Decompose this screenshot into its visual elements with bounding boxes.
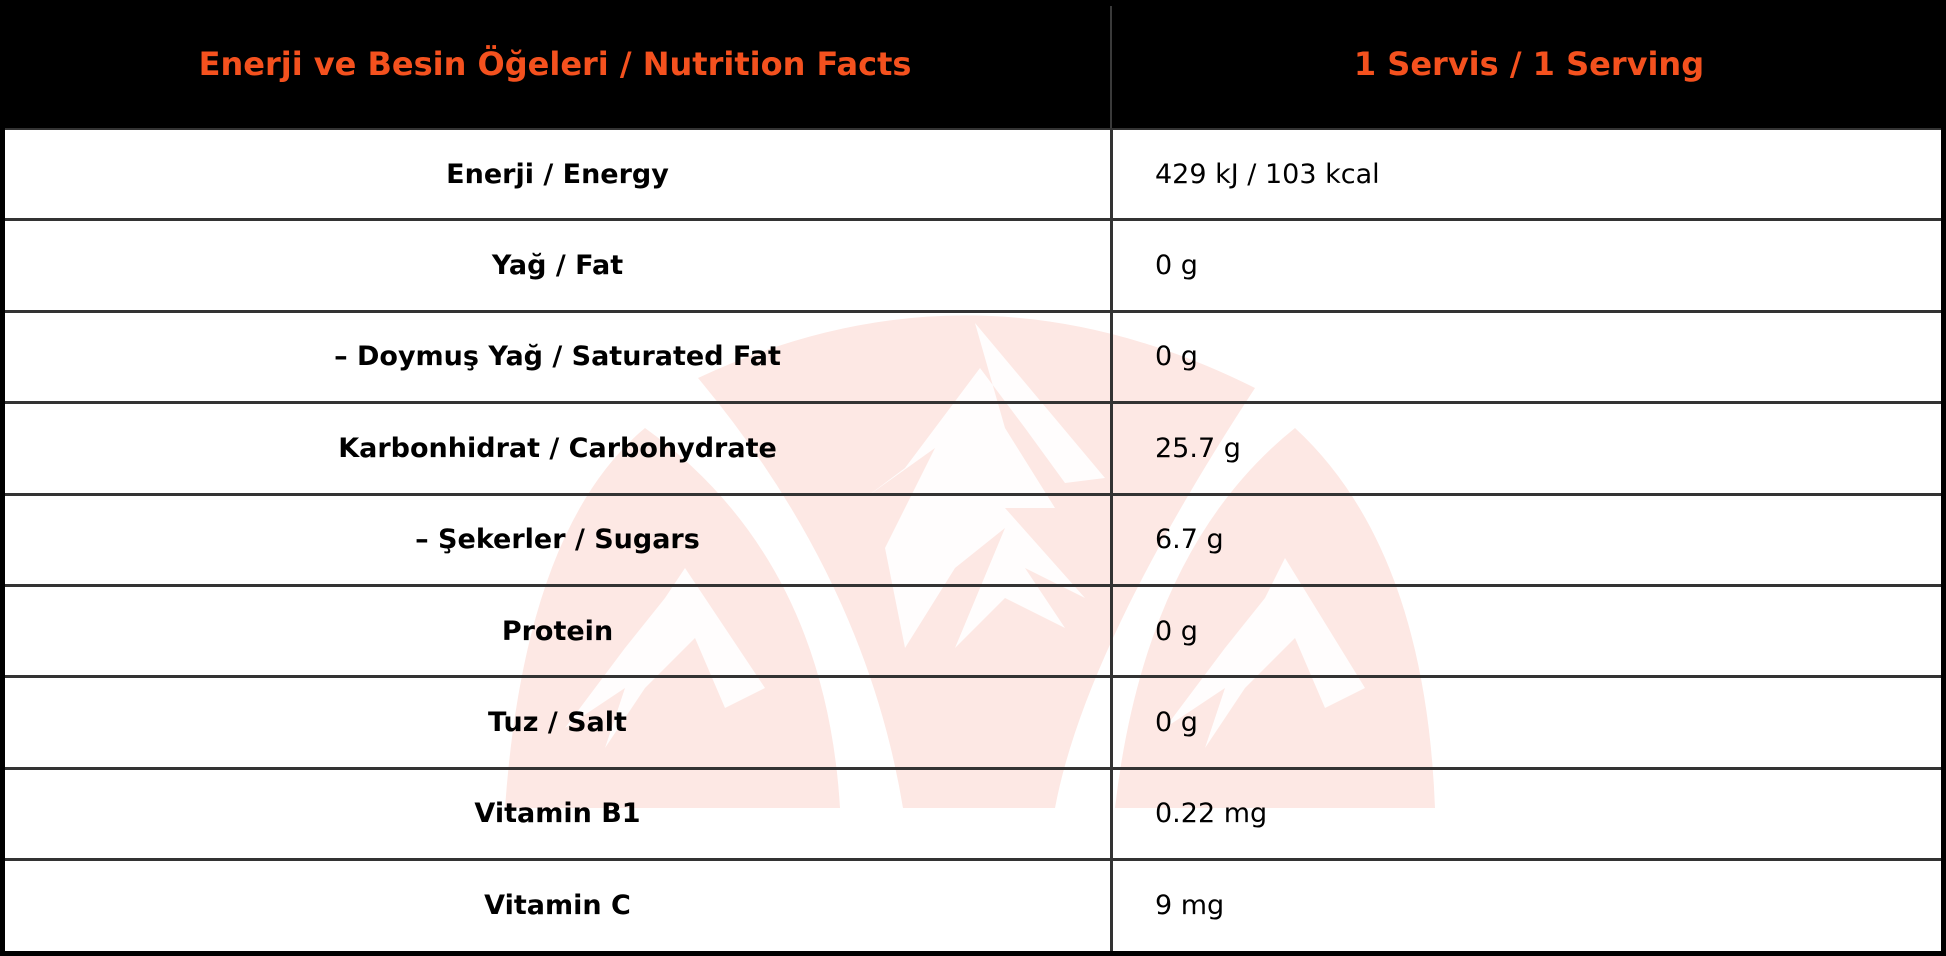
nutrient-label: Karbonhidrat / Carbohydrate: [338, 432, 777, 464]
nutrient-value: 0 g: [1155, 707, 1198, 739]
nutrient-label: – Doymuş Yağ / Saturated Fat: [334, 341, 781, 373]
table-header: Enerji ve Besin Öğeleri / Nutrition Fact…: [0, 0, 1946, 128]
nutrient-value: 0 g: [1155, 250, 1198, 282]
nutrient-label: Vitamin C: [484, 889, 631, 921]
nutrient-label: Protein: [501, 615, 614, 647]
table-row: – Şekerler / Sugars 6.7 g: [5, 492, 1941, 584]
table-row: Enerji / Energy 429 kJ / 103 kcal: [5, 128, 1941, 218]
table-row: Karbonhidrat / Carbohydrate 25.7 g: [5, 401, 1941, 492]
table-row: – Doymuş Yağ / Saturated Fat 0 g: [5, 309, 1941, 401]
nutrient-label: – Şekerler / Sugars: [415, 524, 700, 556]
nutrient-label: Yağ / Fat: [491, 250, 624, 282]
nutrient-value: 0.22 mg: [1155, 798, 1268, 830]
table-row: Tuz / Salt 0 g: [5, 675, 1941, 766]
table-row: Yağ / Fat 0 g: [5, 218, 1941, 309]
nutrient-value: 0 g: [1155, 341, 1198, 373]
table-row: Vitamin C 9 mg: [5, 858, 1941, 949]
nutrient-value: 25.7 g: [1155, 432, 1241, 464]
table-row: Vitamin B1 0.22 mg: [5, 766, 1941, 858]
nutrient-value: 429 kJ / 103 kcal: [1155, 158, 1380, 190]
header-serving: 1 Servis / 1 Serving: [1353, 45, 1705, 83]
header-nutrients: Enerji ve Besin Öğeleri / Nutrition Fact…: [198, 45, 912, 83]
mountain-logo-icon: [505, 315, 1435, 808]
nutrient-label: Enerji / Energy: [446, 158, 669, 190]
column-divider: [1110, 128, 1113, 951]
nutrient-value: 0 g: [1155, 615, 1198, 647]
nutrient-value: 6.7 g: [1155, 524, 1224, 556]
header-divider: [1110, 6, 1112, 128]
nutrient-value: 9 mg: [1155, 889, 1225, 921]
nutrition-table: Enerji / Energy 429 kJ / 103 kcal Yağ / Fa…: [5, 128, 1941, 951]
nutrient-label: Tuz / Salt: [488, 707, 627, 739]
table-row: Protein 0 g: [5, 584, 1941, 675]
nutrient-label: Vitamin B1: [474, 798, 641, 830]
